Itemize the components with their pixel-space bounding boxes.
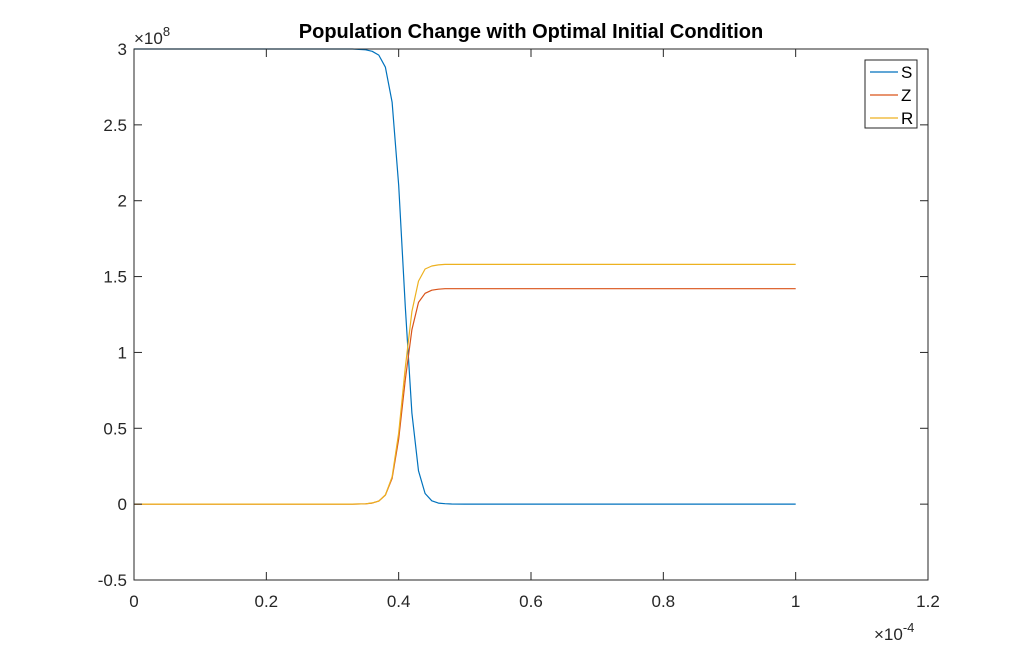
legend-label-z: Z — [901, 86, 911, 105]
x-tick-label: 1.2 — [916, 592, 940, 611]
legend-box — [864, 59, 918, 129]
x-tick-label: 0.4 — [387, 592, 411, 611]
x-tick-label: 1 — [791, 592, 800, 611]
x-tick-label: 0.8 — [652, 592, 676, 611]
plot-border — [133, 48, 929, 581]
y-tick-label: 0 — [118, 495, 127, 514]
y-tick-label: -0.5 — [98, 571, 127, 590]
legend-label-s: S — [901, 63, 912, 82]
legend: S Z R — [864, 59, 918, 129]
y-tick-label: 0.5 — [103, 419, 127, 438]
y-tick-label: 1.5 — [103, 268, 127, 287]
y-tick-label: 2.5 — [103, 116, 127, 135]
plot-area — [134, 49, 928, 580]
series-line-r — [134, 263, 796, 505]
y-tick-label: 3 — [118, 40, 127, 59]
y-tick-label: 1 — [118, 343, 127, 362]
x-exponent-label: ×10-4 — [874, 620, 914, 644]
legend-label-r: R — [901, 109, 913, 128]
chart-title: Population Change with Optimal Initial C… — [299, 21, 763, 43]
y-exponent-label: ×108 — [134, 24, 170, 48]
x-tick-label: 0.6 — [519, 592, 543, 611]
x-tick-label: 0 — [129, 592, 138, 611]
x-tick-label: 0.2 — [255, 592, 279, 611]
y-tick-label: 2 — [118, 192, 127, 211]
